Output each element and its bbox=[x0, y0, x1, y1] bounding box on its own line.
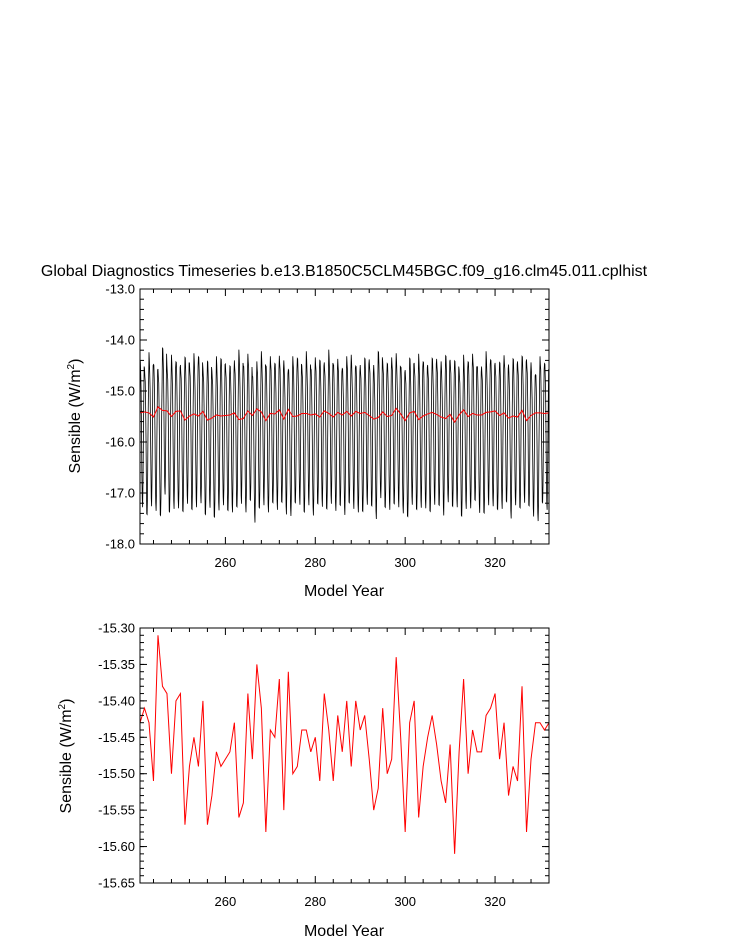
top-plot-frame bbox=[139, 288, 550, 545]
monthly-sensible-line bbox=[139, 346, 550, 523]
bottom-x-tick-label: 260 bbox=[215, 894, 237, 909]
top-x-tick-label: 300 bbox=[394, 555, 416, 570]
top-x-tick-label: 260 bbox=[215, 555, 237, 570]
bottom-y-tick-label: -15.60 bbox=[98, 839, 135, 854]
bottom-y-tick-label: -15.35 bbox=[98, 657, 135, 672]
bottom-y-tick-label: -15.30 bbox=[98, 621, 135, 636]
top-y-tick-label: -18.0 bbox=[105, 537, 135, 552]
annual-mean-line bbox=[139, 406, 550, 424]
bottom-chart: 260 280 300 320 -15.65 -15.60 -15.55 -15.50 -15.… bbox=[57, 621, 550, 940]
top-x-tick-label: 280 bbox=[304, 555, 326, 570]
top-y-tick-label: -16.0 bbox=[105, 435, 135, 450]
top-x-tick-label: 320 bbox=[484, 555, 506, 570]
top-chart: 260 280 300 320 -18.0 -17.0 -16.0 -15.0 -14.0 -13… bbox=[66, 282, 550, 600]
top-y-tick-label: -13.0 bbox=[105, 282, 135, 297]
top-y-tick-label: -17.0 bbox=[105, 486, 135, 501]
top-y-tick-label: -14.0 bbox=[105, 333, 135, 348]
bottom-x-tick-label: 320 bbox=[484, 894, 506, 909]
bottom-y-tick-label: -15.55 bbox=[98, 803, 135, 818]
bottom-y-tick-label: -15.40 bbox=[98, 693, 135, 708]
top-y-axis-title: Sensible (W/m2) bbox=[66, 359, 84, 474]
bottom-y-axis-title: Sensible (W/m2) bbox=[57, 699, 75, 814]
bottom-chart-marks bbox=[139, 635, 550, 854]
bottom-y-tick-label: -15.45 bbox=[98, 730, 135, 745]
bottom-plot-frame bbox=[139, 627, 550, 884]
bottom-chart-axes: 260 280 300 320 -15.65 -15.60 -15.55 -15.50 -15.… bbox=[98, 621, 550, 909]
top-y-tick-label: -15.0 bbox=[105, 384, 135, 399]
bottom-y-tick-label: -15.50 bbox=[98, 766, 135, 781]
bottom-x-tick-label: 280 bbox=[304, 894, 326, 909]
bottom-x-tick-label: 300 bbox=[394, 894, 416, 909]
chart-title: Global Diagnostics Timeseries b.e13.B185… bbox=[41, 263, 648, 280]
top-chart-marks bbox=[139, 346, 550, 523]
annual-sensible-line bbox=[139, 635, 550, 854]
bottom-y-tick-label: -15.65 bbox=[98, 876, 135, 891]
top-x-axis-title: Model Year bbox=[304, 583, 385, 600]
top-chart-axes: 260 280 300 320 -18.0 -17.0 -16.0 -15.0 -14.0 -13… bbox=[105, 282, 550, 570]
bottom-x-axis-title: Model Year bbox=[304, 923, 385, 940]
